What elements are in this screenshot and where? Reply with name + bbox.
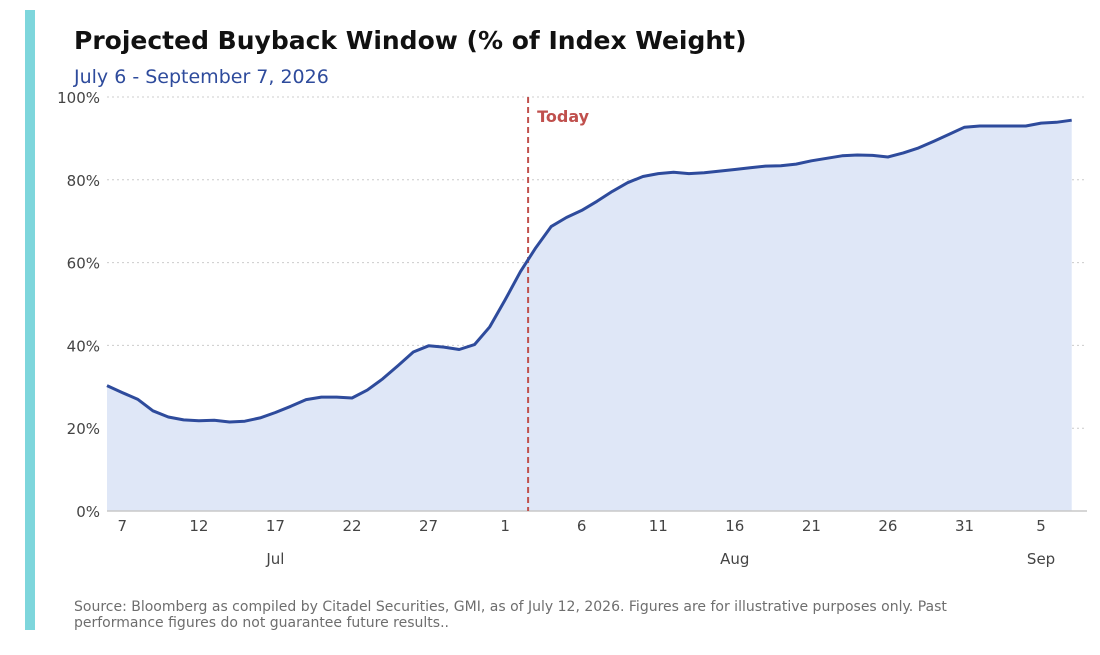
- x-tick-label: 21: [802, 517, 821, 535]
- data-point: [856, 154, 859, 157]
- data-point: [687, 172, 690, 175]
- data-point: [626, 181, 629, 184]
- data-point: [182, 418, 185, 421]
- data-point: [1024, 125, 1027, 128]
- x-tick-label: 6: [577, 517, 587, 535]
- data-point: [596, 200, 599, 203]
- y-tick-label: 20%: [67, 420, 100, 438]
- data-point: [841, 154, 844, 157]
- data-point: [978, 125, 981, 128]
- today-label: Today: [537, 107, 590, 126]
- data-point: [473, 343, 476, 346]
- data-point: [703, 171, 706, 174]
- y-tick-label: 0%: [76, 503, 100, 521]
- x-tick-label: 5: [1036, 517, 1046, 535]
- data-point: [167, 416, 170, 419]
- y-axis-ticks: 0% 20% 40% 60% 80% 100%: [57, 89, 100, 521]
- data-point: [641, 175, 644, 178]
- data-point: [718, 170, 721, 173]
- data-point: [121, 391, 124, 394]
- data-point: [580, 209, 583, 212]
- area-fill: [107, 120, 1072, 511]
- data-point: [519, 270, 522, 273]
- data-point: [274, 411, 277, 414]
- data-point: [427, 344, 430, 347]
- data-point: [381, 377, 384, 380]
- data-point: [366, 389, 369, 392]
- data-point: [243, 420, 246, 423]
- data-point: [948, 133, 951, 136]
- chart-title: Projected Buyback Window (% of Index Wei…: [74, 26, 747, 55]
- data-point: [412, 351, 415, 354]
- data-point: [488, 325, 491, 328]
- y-tick-label: 80%: [67, 172, 100, 190]
- data-point: [550, 225, 553, 228]
- data-point: [565, 216, 568, 219]
- x-tick-label: 7: [118, 517, 128, 535]
- data-point: [779, 164, 782, 167]
- today-layer: Today: [527, 97, 590, 511]
- data-point: [197, 419, 200, 422]
- y-tick-label: 40%: [67, 337, 100, 355]
- data-point: [335, 396, 338, 399]
- data-point: [795, 163, 798, 166]
- data-point: [871, 154, 874, 157]
- data-point: [534, 246, 537, 249]
- data-point: [611, 190, 614, 193]
- data-point: [1040, 122, 1043, 125]
- data-point: [136, 398, 139, 401]
- data-point: [458, 348, 461, 351]
- month-label: Sep: [1027, 550, 1055, 568]
- data-point: [320, 396, 323, 399]
- y-tick-label: 100%: [57, 89, 100, 107]
- x-tick-label: 27: [419, 517, 438, 535]
- x-tick-label: 16: [725, 517, 744, 535]
- x-tick-label: 11: [649, 517, 668, 535]
- data-point: [228, 421, 231, 424]
- month-label: Aug: [720, 550, 749, 568]
- data-point: [764, 165, 767, 168]
- data-point: [1055, 121, 1058, 124]
- source-note: Source: Bloomberg as compiled by Citadel…: [74, 599, 947, 631]
- data-point: [932, 140, 935, 143]
- data-point: [106, 384, 109, 387]
- data-point: [259, 416, 262, 419]
- y-tick-label: 60%: [67, 255, 100, 273]
- data-point: [963, 126, 966, 129]
- data-point: [902, 151, 905, 154]
- month-label: Jul: [265, 550, 284, 568]
- x-axis-ticks: 7 12 17 22 27 1 6 11 16 21 26 31 5: [118, 517, 1046, 535]
- data-point: [917, 146, 920, 149]
- data-point: [733, 168, 736, 171]
- data-point: [886, 156, 889, 159]
- data-point: [213, 419, 216, 422]
- x-tick-label: 12: [189, 517, 208, 535]
- x-tick-label: 1: [500, 517, 510, 535]
- data-point: [1009, 125, 1012, 128]
- data-point: [305, 398, 308, 401]
- data-point: [442, 346, 445, 349]
- data-point: [657, 172, 660, 175]
- data-point: [810, 159, 813, 162]
- data-point: [672, 171, 675, 174]
- data-point: [1070, 119, 1073, 122]
- data-point: [504, 298, 507, 301]
- data-point: [351, 397, 354, 400]
- accent-bar: [25, 10, 35, 630]
- data-point: [825, 157, 828, 160]
- x-tick-label: 26: [878, 517, 897, 535]
- data-point: [994, 125, 997, 128]
- data-point: [396, 364, 399, 367]
- series-line: [106, 118, 1072, 424]
- x-tick-label: 17: [266, 517, 285, 535]
- data-point: [289, 405, 292, 408]
- data-point: [151, 409, 154, 412]
- x-tick-label: 31: [955, 517, 974, 535]
- data-point: [749, 166, 752, 169]
- x-tick-label: 22: [342, 517, 361, 535]
- chart-subtitle: July 6 - September 7, 2026: [74, 66, 329, 88]
- month-labels: Jul Aug Sep: [265, 550, 1055, 568]
